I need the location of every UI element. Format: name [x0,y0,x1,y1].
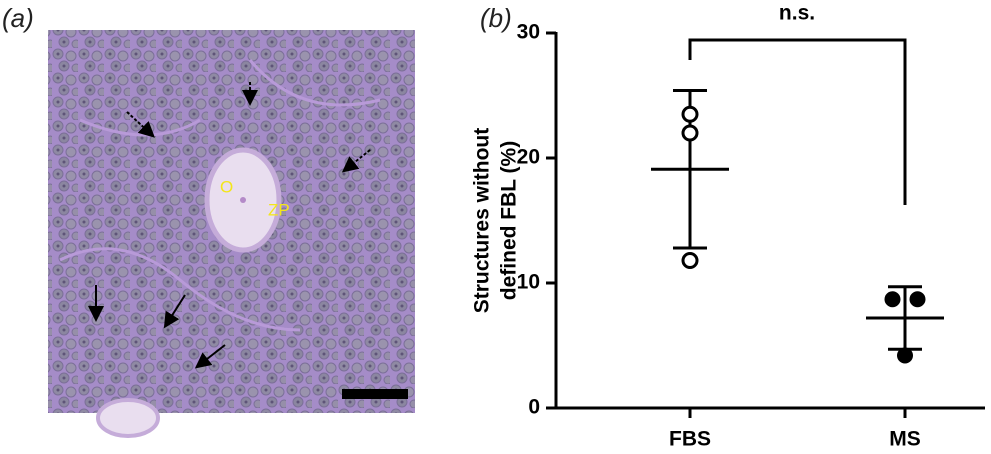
y-tick-label: 20 [517,146,540,169]
data-point [681,124,699,142]
panel-label: (b) [480,3,512,33]
panel-label: (a) [2,3,34,33]
y-tick-label: 30 [517,21,540,44]
y-tick-label: 0 [528,396,540,419]
significance-bracket [688,38,907,205]
data-point [681,105,699,123]
image-label: ZP [268,200,290,219]
data-point [884,291,901,308]
data-point [909,291,926,308]
image-label: O [220,177,233,196]
histology-image [48,30,415,438]
y-axis-label: defined FBL (%) [498,141,521,300]
x-tick-label: FBS [669,428,711,451]
y-axis-label: Structures without [471,128,494,314]
annotation: n.s. [779,2,815,25]
x-tick-label: MS [889,428,921,451]
data-point [681,252,699,269]
y-tick-label: 10 [517,271,540,294]
data-point [897,347,913,364]
